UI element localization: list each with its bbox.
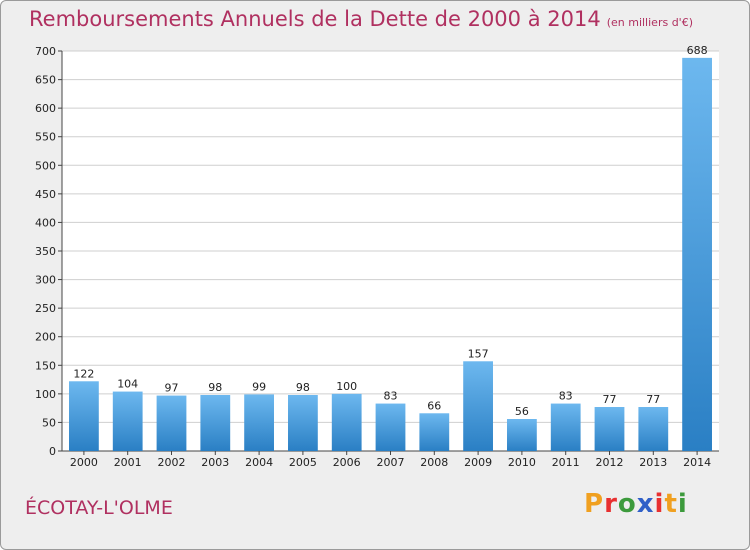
x-tick-label: 2001 <box>114 456 142 469</box>
bar-value-label: 83 <box>559 390 573 403</box>
bar-value-label: 97 <box>165 382 179 395</box>
y-tick-label: 300 <box>35 274 56 287</box>
logo-letter: i <box>654 489 665 519</box>
bar <box>550 403 581 451</box>
x-tick-label: 2003 <box>201 456 229 469</box>
bar <box>156 395 187 451</box>
y-tick-label: 600 <box>35 102 56 115</box>
bar <box>112 391 143 451</box>
x-tick-label: 2000 <box>70 456 98 469</box>
bar <box>463 361 493 451</box>
bar-value-label: 98 <box>208 381 222 394</box>
x-tick-label: 2010 <box>508 456 536 469</box>
y-tick-label: 500 <box>35 159 56 172</box>
bar-value-label: 77 <box>646 393 660 406</box>
bar <box>375 403 406 451</box>
x-tick-label: 2013 <box>639 456 667 469</box>
bar-value-label: 688 <box>687 44 708 57</box>
bar-value-label: 100 <box>336 380 357 393</box>
logo-letter: P <box>584 489 605 519</box>
logo-letter: i <box>677 489 688 519</box>
y-tick-label: 400 <box>35 216 56 229</box>
bar-value-label: 157 <box>468 347 489 360</box>
bar-value-label: 98 <box>296 381 310 394</box>
bar <box>244 394 274 451</box>
x-tick-label: 2009 <box>464 456 492 469</box>
logo-letter: x <box>636 489 655 519</box>
bar-value-label: 77 <box>603 393 617 406</box>
y-tick-label: 550 <box>35 131 56 144</box>
bar <box>331 393 362 451</box>
logo-letter: t <box>664 489 678 519</box>
bar-value-label: 122 <box>73 367 94 380</box>
bar <box>419 413 450 451</box>
x-tick-label: 2007 <box>377 456 405 469</box>
x-tick-label: 2014 <box>683 456 711 469</box>
x-tick-label: 2004 <box>245 456 273 469</box>
y-tick-label: 100 <box>35 388 56 401</box>
logo-letter: r <box>604 489 618 519</box>
x-tick-label: 2006 <box>333 456 361 469</box>
logo-letter: o <box>617 489 637 519</box>
chart-title: Remboursements Annuels de la Dette de 20… <box>29 7 693 31</box>
chart-unit: (en milliers d'€) <box>606 16 693 29</box>
x-tick-label: 2011 <box>552 456 580 469</box>
bar-value-label: 56 <box>515 405 529 418</box>
bar-value-label: 83 <box>384 390 398 403</box>
bar <box>69 381 99 451</box>
x-tick-label: 2012 <box>596 456 624 469</box>
y-tick-label: 50 <box>42 416 56 429</box>
y-tick-label: 350 <box>35 245 56 258</box>
bar-value-label: 66 <box>427 399 441 412</box>
y-tick-label: 200 <box>35 331 56 344</box>
bar-value-label: 99 <box>252 380 266 393</box>
chart-title-text: Remboursements Annuels de la Dette de 20… <box>29 7 601 31</box>
bar <box>288 395 318 451</box>
y-tick-label: 150 <box>35 359 56 372</box>
y-tick-label: 700 <box>35 45 56 58</box>
proxiti-logo: Proxiti <box>584 489 688 519</box>
y-tick-label: 450 <box>35 188 56 201</box>
commune-name: ÉCOTAY-L'OLME <box>25 497 173 519</box>
bar-value-label: 104 <box>117 378 138 391</box>
bar <box>638 407 669 451</box>
y-tick-label: 0 <box>49 445 56 458</box>
x-tick-label: 2008 <box>420 456 448 469</box>
y-tick-label: 250 <box>35 302 56 315</box>
x-tick-label: 2005 <box>289 456 317 469</box>
y-tick-label: 650 <box>35 74 56 87</box>
bar <box>594 407 625 451</box>
bar <box>507 419 537 451</box>
x-tick-label: 2002 <box>158 456 186 469</box>
bar <box>682 57 712 451</box>
bar <box>200 395 231 451</box>
